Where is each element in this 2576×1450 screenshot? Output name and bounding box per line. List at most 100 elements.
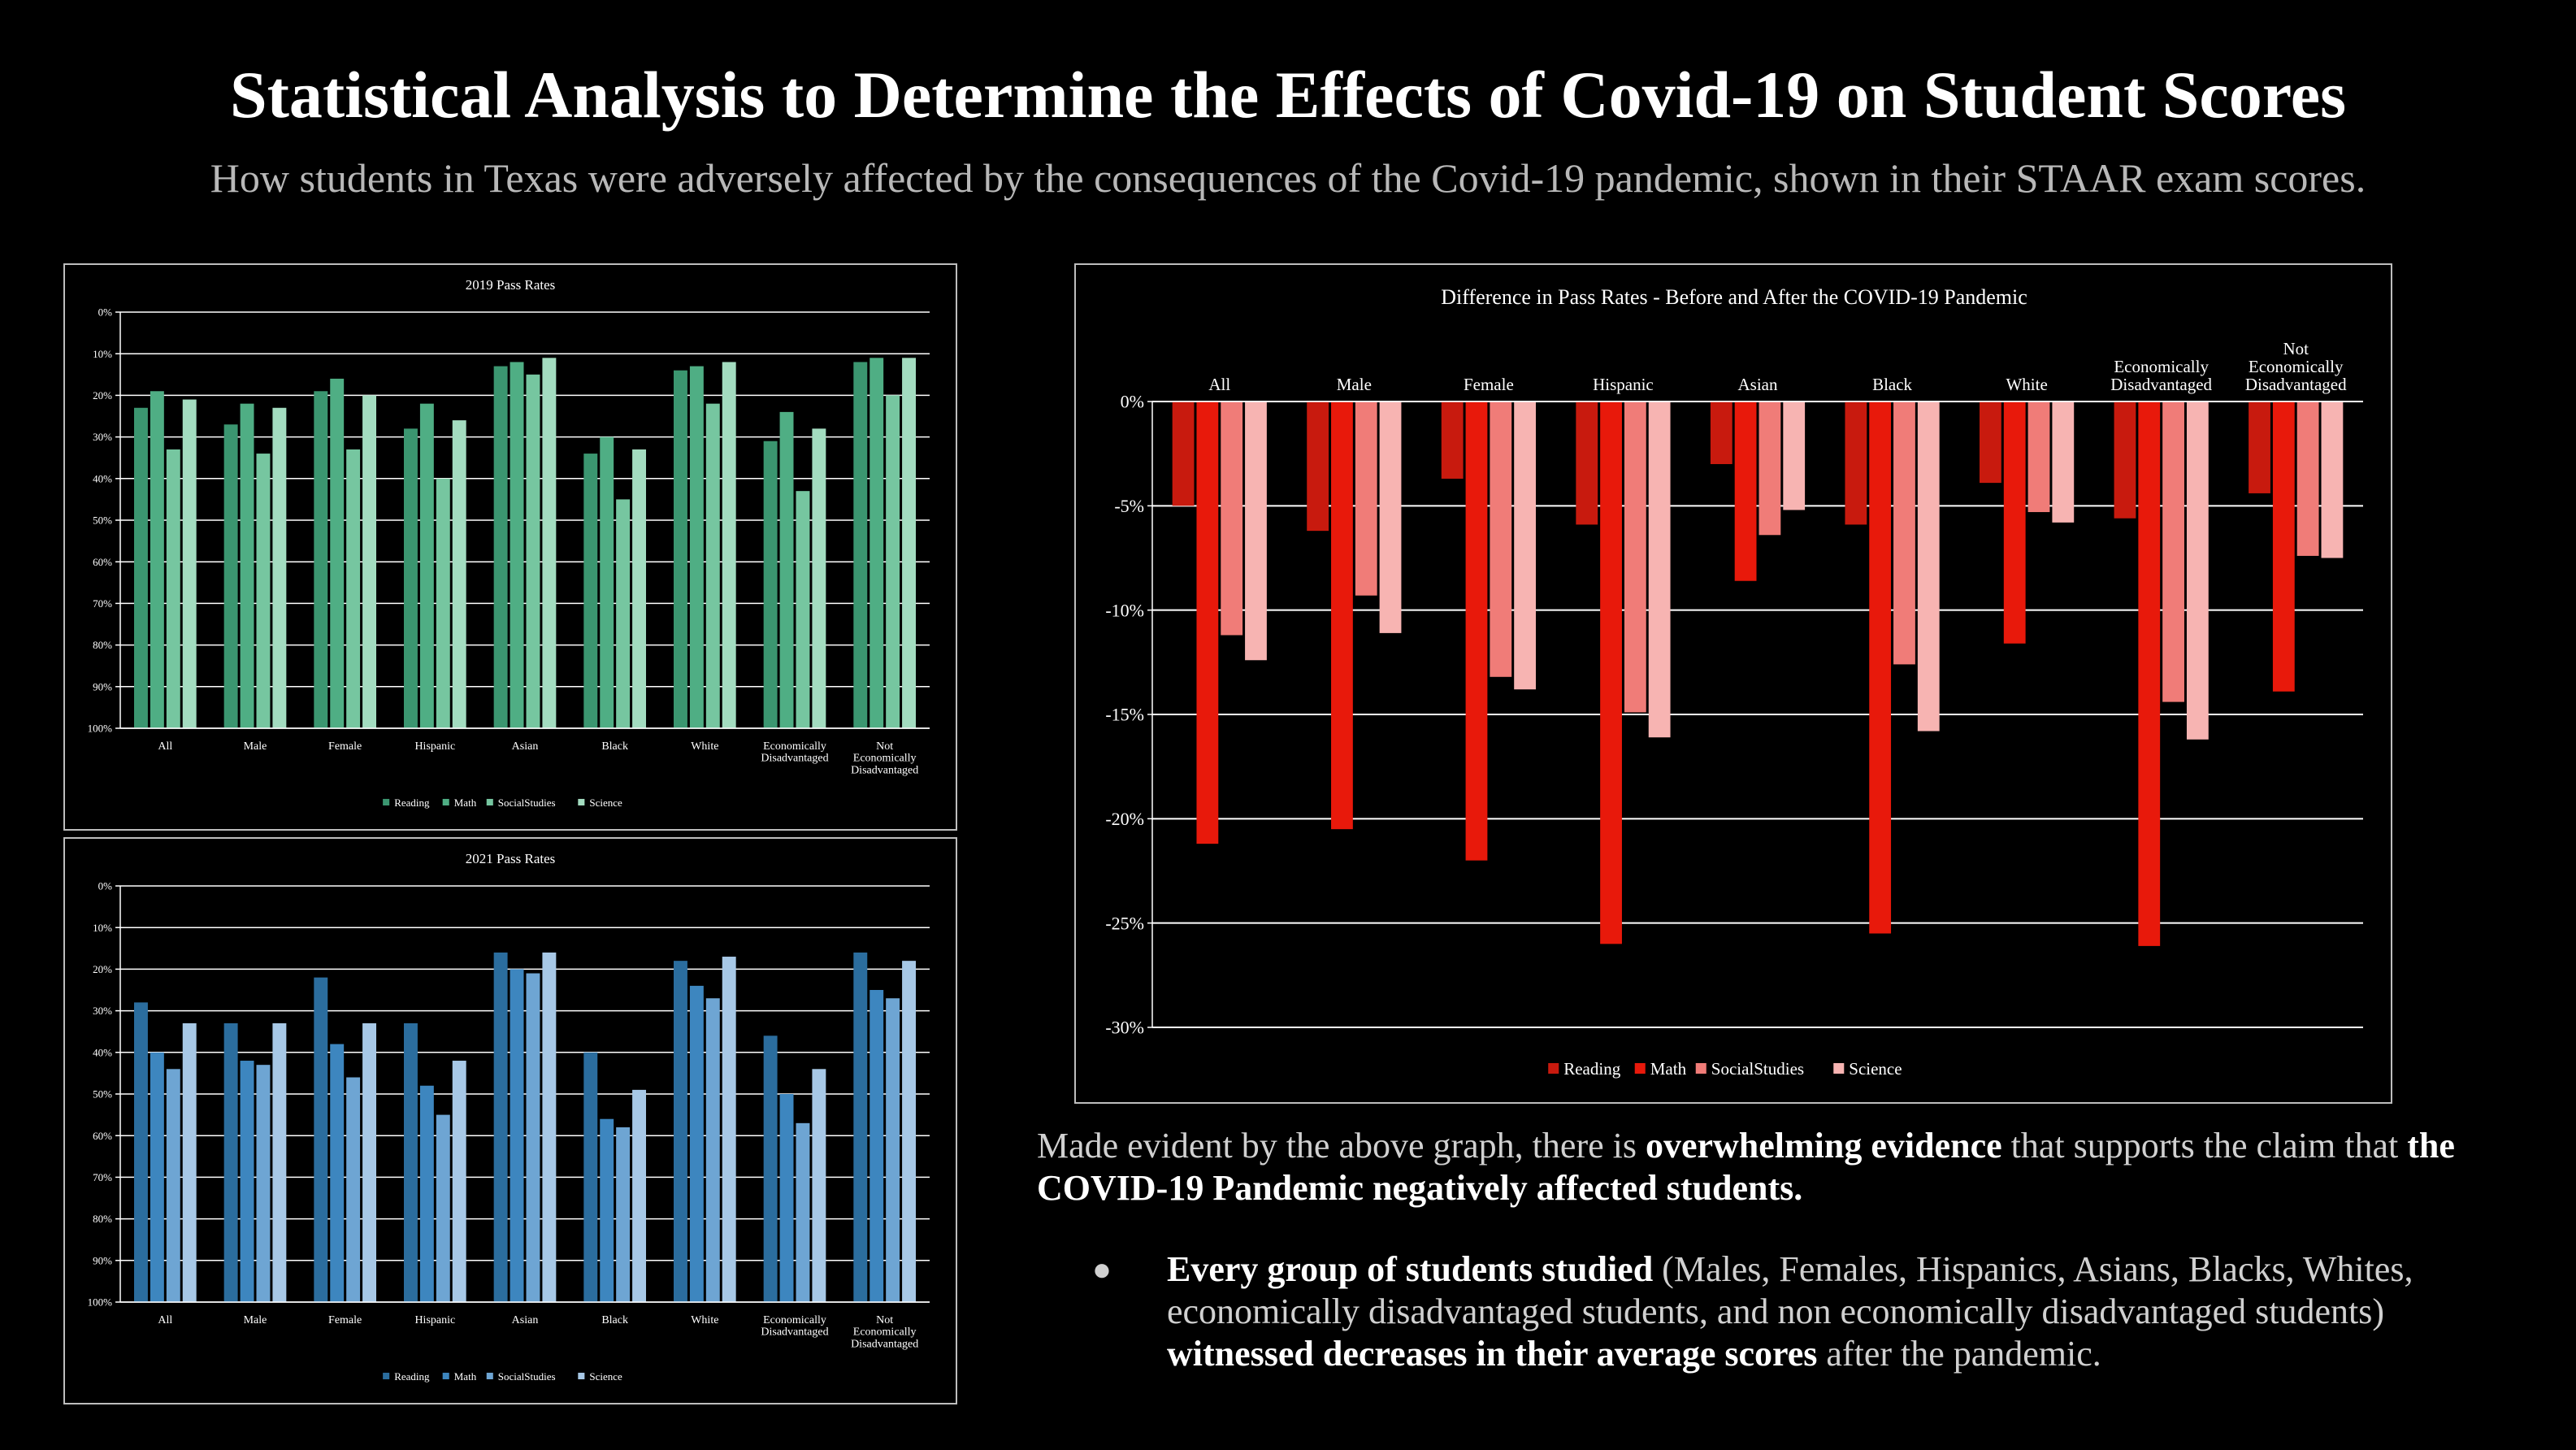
- legend-label: SocialStudies: [498, 1370, 556, 1383]
- bar-science-female: [1514, 402, 1536, 690]
- bar-science-male: [1379, 402, 1402, 633]
- y-tick-label: 60%: [93, 556, 112, 568]
- chart-title: 2021 Pass Rates: [466, 851, 556, 866]
- y-tick-label: 20%: [93, 389, 112, 402]
- legend-swatch: [383, 1372, 390, 1379]
- bar-socialstudies-economically-disadvantaged: [796, 491, 810, 728]
- chart-2019-pass-rates: 2019 Pass Rates 0% 10% 20% 30% 40% 50% 60% 70% 80…: [88, 277, 930, 809]
- bar-socialstudies-white: [2027, 402, 2050, 513]
- bar-socialstudies-female: [346, 449, 361, 728]
- bar-reading-female: [1441, 402, 1464, 479]
- bar-reading-asian: [493, 366, 508, 728]
- x-category-label-line: Not: [876, 1314, 893, 1326]
- summary-text-1: Made evident by the above graph, there i…: [1037, 1126, 1646, 1166]
- bar-math-hispanic: [1600, 402, 1622, 944]
- bar-math-all: [150, 1052, 164, 1302]
- bar-science-hispanic: [452, 420, 466, 728]
- bar-science-economically-disadvantaged: [812, 428, 826, 728]
- bar-science-white: [722, 957, 736, 1302]
- bar-math-economically-disadvantaged: [779, 411, 794, 728]
- bar-socialstudies-black: [1893, 402, 1915, 665]
- bar-math-female: [330, 378, 345, 728]
- y-tick-label: 40%: [93, 1046, 112, 1058]
- bullet-text-2: after the pandemic.: [1817, 1334, 2101, 1374]
- bar-reading-economically-disadvantaged: [763, 441, 778, 728]
- bar-socialstudies-black: [616, 1127, 631, 1302]
- bar-science-asian: [542, 952, 557, 1302]
- bar-reading-hispanic: [403, 1022, 418, 1302]
- y-tick-label: 10%: [93, 922, 112, 934]
- bar-math-not-economically-disadvantaged: [870, 358, 884, 728]
- bar-socialstudies-female: [1490, 402, 1512, 677]
- bar-math-male: [1331, 402, 1353, 830]
- x-category-label: Not Economically Disadvantaged: [851, 740, 918, 776]
- bar-science-female: [362, 395, 377, 728]
- bar-socialstudies-asian: [526, 374, 540, 728]
- x-category-label-line: Not: [876, 740, 893, 753]
- page-title: Statistical Analysis to Determine the Ef…: [229, 58, 2347, 132]
- x-category-label: Male: [1337, 375, 1372, 394]
- x-category-label: Male: [244, 740, 267, 753]
- x-category-label: White: [691, 1314, 718, 1326]
- bar-socialstudies-male: [256, 454, 271, 728]
- bar-reading-all: [1172, 402, 1195, 506]
- bar-math-asian: [510, 362, 524, 728]
- y-tick-label: 40%: [93, 472, 112, 484]
- bar-reading-black: [583, 454, 598, 728]
- legend-label: Reading: [394, 797, 430, 809]
- bar-reading-not-economically-disadvantaged: [853, 362, 868, 728]
- x-category-label: All: [158, 740, 172, 753]
- bar-reading-white: [673, 370, 687, 728]
- bar-socialstudies-white: [705, 998, 720, 1302]
- bar-science-not-economically-disadvantaged: [902, 358, 917, 728]
- bullet-emphasis-2: witnessed decreases in their average sco…: [1167, 1334, 1818, 1374]
- bar-science-white: [722, 362, 736, 728]
- bar-science-all: [182, 399, 197, 728]
- bar-science-female: [362, 1022, 377, 1302]
- bar-reading-asian: [1710, 402, 1733, 464]
- bar-science-male: [272, 1022, 287, 1302]
- bar-science-asian: [542, 358, 557, 728]
- y-tick-label: 50%: [93, 514, 112, 527]
- x-category-label: All: [158, 1314, 172, 1326]
- bar-reading-hispanic: [403, 428, 418, 728]
- bar-socialstudies-male: [256, 1065, 271, 1302]
- bar-socialstudies-all: [166, 449, 180, 728]
- bar-science-hispanic: [452, 1061, 466, 1302]
- x-category-label-line: Economically: [2249, 357, 2344, 376]
- bar-math-asian: [510, 969, 524, 1302]
- x-category-label: Female: [328, 1314, 362, 1326]
- bar-reading-all: [133, 1002, 148, 1302]
- y-tick-label: 90%: [93, 680, 112, 692]
- bar-socialstudies-all: [166, 1069, 180, 1302]
- y-tick-label: -10%: [1105, 600, 1144, 620]
- summary-emphasis-2: the COVID-19 Pandemic negatively affecte…: [1037, 1126, 2455, 1208]
- bar-socialstudies-hispanic: [436, 478, 450, 728]
- x-category-label-line: Economically: [2114, 357, 2209, 376]
- y-tick-label: 20%: [93, 963, 112, 975]
- chart-panel-2021: 2021 Pass Rates 0% 10% 20% 30% 40% 50% 60% 70% 80…: [63, 837, 957, 1404]
- x-category-label: White: [691, 740, 718, 753]
- bar-socialstudies-not-economically-disadvantaged: [886, 998, 900, 1302]
- legend-swatch: [486, 1372, 493, 1379]
- y-tick-label: 50%: [93, 1088, 112, 1101]
- x-category-label: Economically Disadvantaged: [2110, 357, 2212, 394]
- legend-swatch: [1833, 1062, 1845, 1074]
- bar-reading-hispanic: [1576, 402, 1598, 525]
- bar-reading-not-economically-disadvantaged: [2249, 402, 2270, 493]
- y-tick-label: 30%: [93, 431, 112, 443]
- legend-swatch: [383, 798, 390, 805]
- x-category-label: All: [1208, 375, 1230, 394]
- x-category-label: Female: [1464, 375, 1514, 394]
- y-tick-label: 80%: [93, 639, 112, 651]
- bar-science-black: [632, 1089, 647, 1302]
- legend-label: Science: [589, 797, 622, 809]
- legend-label: Reading: [394, 1370, 430, 1383]
- x-category-label: Hispanic: [1593, 375, 1654, 394]
- x-category-label: Female: [328, 740, 362, 753]
- bar-reading-white: [673, 961, 687, 1302]
- y-tick-label: 0%: [98, 880, 113, 892]
- legend-swatch: [1634, 1062, 1646, 1074]
- legend-swatch: [442, 798, 449, 805]
- bar-math-white: [689, 366, 704, 728]
